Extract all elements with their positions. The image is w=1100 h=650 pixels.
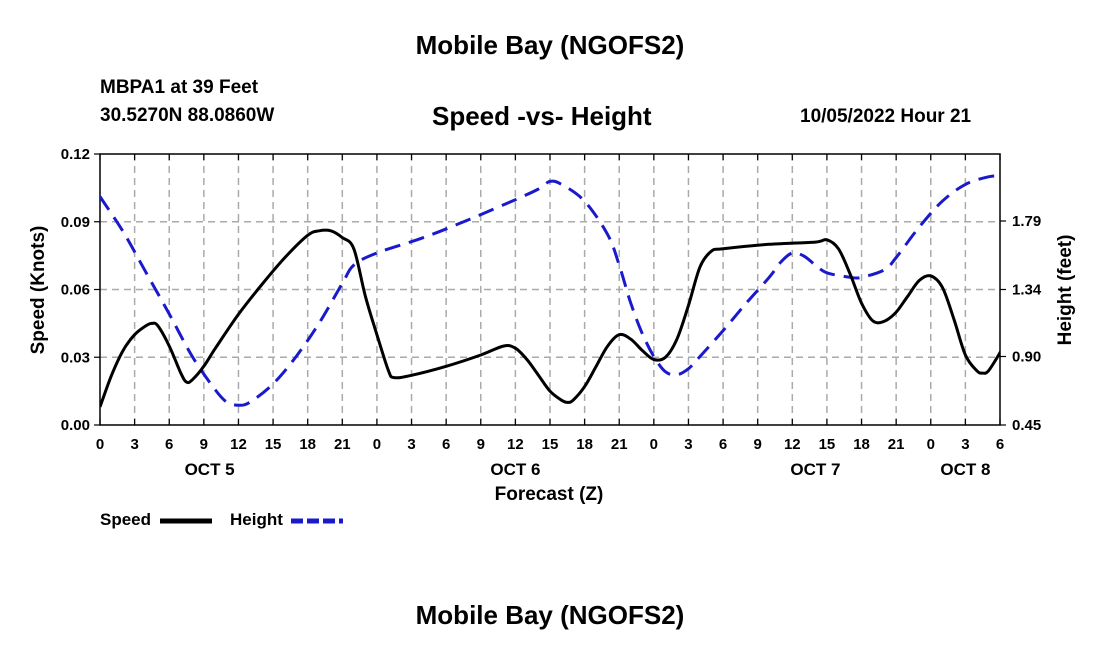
legend-height-label: Height <box>230 510 283 529</box>
forecast-datetime: 10/05/2022 Hour 21 <box>800 106 972 127</box>
day-label: OCT 5 <box>185 460 235 479</box>
x-tick-label: 21 <box>334 436 351 453</box>
speed-series-line <box>100 228 1000 408</box>
y-tick-label: 0.00 <box>61 417 90 434</box>
y-tick-label: 0.06 <box>61 282 90 299</box>
x-tick-label: 3 <box>130 436 138 453</box>
y-axis-label: Speed (Knots) <box>28 226 49 355</box>
y2-axis-label: Height (feet) <box>1055 235 1076 346</box>
x-tick-label: 3 <box>407 436 415 453</box>
grid-layer <box>100 154 1000 425</box>
y2-tick-label: 1.34 <box>1012 282 1042 299</box>
x-tick-label: 6 <box>719 436 727 453</box>
height-series-line <box>100 174 1000 407</box>
y-tick-label: 0.03 <box>61 349 90 366</box>
station-label: MBPA1 at 39 Feet <box>100 77 259 98</box>
chart-title: Mobile Bay (NGOFS2) <box>415 30 685 60</box>
x-tick-label: 6 <box>165 436 173 453</box>
coordinates-label: 30.5270N 88.0860W <box>100 105 275 126</box>
y-tick-label: 0.09 <box>61 214 90 231</box>
x-tick-label: 18 <box>299 436 316 453</box>
y-tick-label: 0.12 <box>61 146 90 163</box>
x-tick-label: 9 <box>754 436 762 453</box>
x-tick-label: 15 <box>265 436 282 453</box>
day-label: OCT 8 <box>940 460 990 479</box>
x-tick-label: 12 <box>507 436 524 453</box>
y2-tick-label: 1.79 <box>1012 213 1041 230</box>
x-tick-label: 6 <box>996 436 1004 453</box>
x-tick-label: 0 <box>650 436 658 453</box>
x-tick-label: 15 <box>819 436 836 453</box>
x-tick-label: 0 <box>927 436 935 453</box>
x-tick-label: 18 <box>853 436 870 453</box>
x-tick-label: 15 <box>542 436 559 453</box>
x-axis-label: Forecast (Z) <box>495 484 604 505</box>
x-tick-label: 12 <box>784 436 801 453</box>
x-tick-label: 18 <box>576 436 593 453</box>
ticks-layer: 0 3 6 9 12 15 18 21 0 3 6 9 12 15 18 21 0 3 6 9 12 15 18 21 0 3 60… <box>61 146 1042 479</box>
day-label: OCT 6 <box>490 460 540 479</box>
x-tick-label: 0 <box>96 436 104 453</box>
x-tick-label: 6 <box>442 436 450 453</box>
x-tick-label: 21 <box>888 436 905 453</box>
x-tick-label: 9 <box>477 436 485 453</box>
y2-tick-label: 0.45 <box>1012 417 1041 434</box>
x-tick-label: 21 <box>611 436 628 453</box>
x-tick-label: 12 <box>230 436 247 453</box>
footer-title: Mobile Bay (NGOFS2) <box>415 600 685 630</box>
x-tick-label: 3 <box>961 436 969 453</box>
x-tick-label: 9 <box>200 436 208 453</box>
chart-subtitle: Speed -vs- Height <box>432 101 652 131</box>
legend-speed-label: Speed <box>100 510 152 529</box>
x-tick-label: 3 <box>684 436 692 453</box>
y2-tick-label: 0.90 <box>1012 348 1041 365</box>
x-tick-label: 0 <box>373 436 381 453</box>
day-label: OCT 7 <box>790 460 840 479</box>
